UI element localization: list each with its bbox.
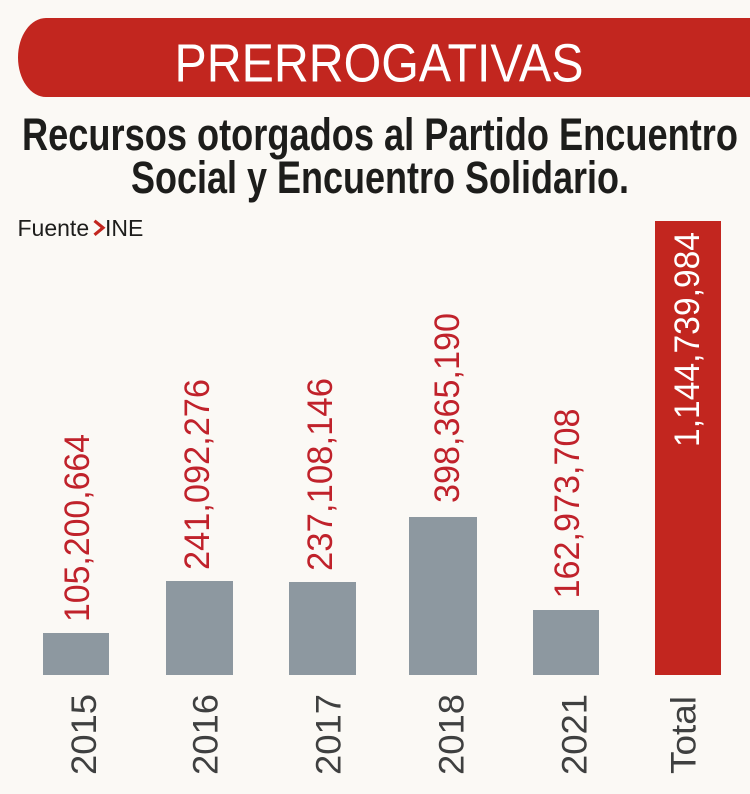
svg-text:1,144,739,984: 1,144,739,984 bbox=[668, 232, 707, 447]
svg-text:Recursos otorgados al Partido: Recursos otorgados al Partido Encuentro bbox=[22, 109, 738, 160]
svg-text:Total: Total bbox=[665, 696, 704, 774]
svg-text:Social y Encuentro Solidario.: Social y Encuentro Solidario. bbox=[131, 152, 629, 203]
svg-text:PRERROGATIVAS: PRERROGATIVAS bbox=[175, 35, 584, 94]
svg-text:241,092,276: 241,092,276 bbox=[178, 379, 217, 570]
svg-text:2018: 2018 bbox=[433, 694, 472, 775]
svg-text:2015: 2015 bbox=[65, 694, 104, 775]
svg-text:Fuente: Fuente bbox=[18, 215, 90, 241]
svg-text:162,973,708: 162,973,708 bbox=[548, 409, 587, 599]
svg-text:2021: 2021 bbox=[556, 694, 595, 775]
svg-text:237,108,146: 237,108,146 bbox=[301, 378, 340, 571]
svg-text:INE: INE bbox=[105, 215, 143, 241]
svg-text:2016: 2016 bbox=[187, 694, 226, 775]
svg-text:398,365,190: 398,365,190 bbox=[428, 313, 467, 503]
svg-text:2017: 2017 bbox=[310, 694, 349, 775]
svg-text:105,200,664: 105,200,664 bbox=[58, 434, 97, 622]
